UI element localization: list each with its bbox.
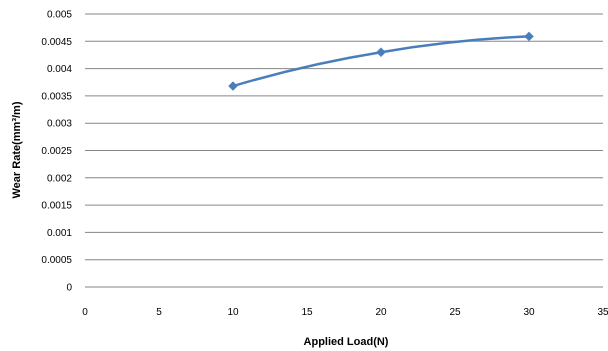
- tick-labels: 0 0.0005 0.001 0.0015 0.002 0.0025 0.003 0.0035…: [41, 10, 608, 319]
- y-tick-label: 0.002: [47, 173, 72, 184]
- y-tick-label: 0.0005: [41, 255, 72, 266]
- x-tick-label: 5: [156, 307, 162, 318]
- x-tick-label: 20: [375, 307, 387, 318]
- y-tick-label: 0.0015: [41, 201, 72, 212]
- y-axis-title: Wear Rate(mm³/m): [11, 101, 23, 198]
- y-tick-label: 0.003: [47, 119, 72, 130]
- data-point-1: [376, 47, 386, 58]
- series-line-0: [232, 35, 530, 88]
- x-tick-label: 10: [227, 307, 239, 318]
- y-tick-label: 0.004: [47, 64, 72, 75]
- x-tick-label: 25: [449, 307, 461, 318]
- y-tick-label: 0.0045: [41, 37, 72, 48]
- grid-lines: [85, 13, 603, 261]
- data-point-0: [228, 81, 238, 91]
- y-tick-label: 0: [66, 283, 72, 294]
- x-tick-label: 0: [82, 307, 88, 318]
- series-layer: [228, 31, 534, 91]
- x-axis-title: Applied Load(N): [304, 336, 389, 348]
- x-tick-label: 30: [523, 307, 535, 318]
- x-tick-label: 35: [597, 307, 608, 318]
- data-point-2: [524, 31, 534, 42]
- y-tick-label: 0.001: [47, 228, 72, 239]
- y-tick-label: 0.005: [47, 10, 72, 21]
- y-tick-label: 0.0035: [41, 91, 72, 102]
- x-tick-label: 15: [301, 307, 313, 318]
- y-tick-label: 0.0025: [41, 146, 72, 157]
